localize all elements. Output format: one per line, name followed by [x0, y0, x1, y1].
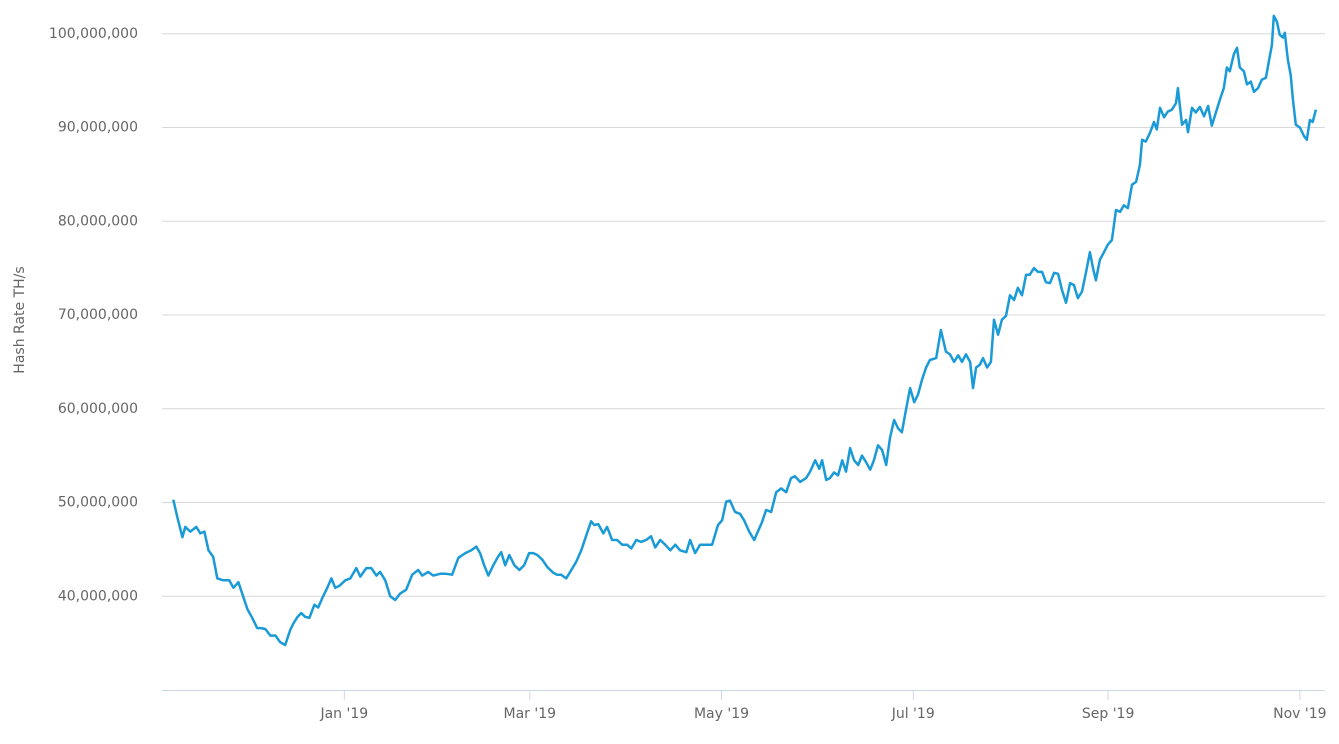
y-tick-label: 80,000,000 [58, 213, 138, 229]
x-tick-label: May '19 [694, 706, 749, 722]
y-tick-label: 40,000,000 [58, 588, 138, 604]
y-tick-label: 60,000,000 [58, 401, 138, 417]
data-line [172, 14, 1318, 647]
y-tick-label: 50,000,000 [58, 495, 138, 511]
x-tick-label: Mar '19 [503, 706, 556, 722]
y-tick-label: 90,000,000 [58, 120, 138, 136]
y-tick-label: 70,000,000 [58, 307, 138, 323]
x-tick-label: Jan '19 [319, 706, 368, 722]
y-tick-label: 100,000,000 [49, 26, 138, 42]
y-axis-title: Hash Rate TH/s [12, 266, 28, 373]
x-tick-label: Jul '19 [891, 706, 935, 722]
x-tick-label: Nov '19 [1273, 706, 1326, 722]
x-tick-label: Sep '19 [1082, 706, 1135, 722]
